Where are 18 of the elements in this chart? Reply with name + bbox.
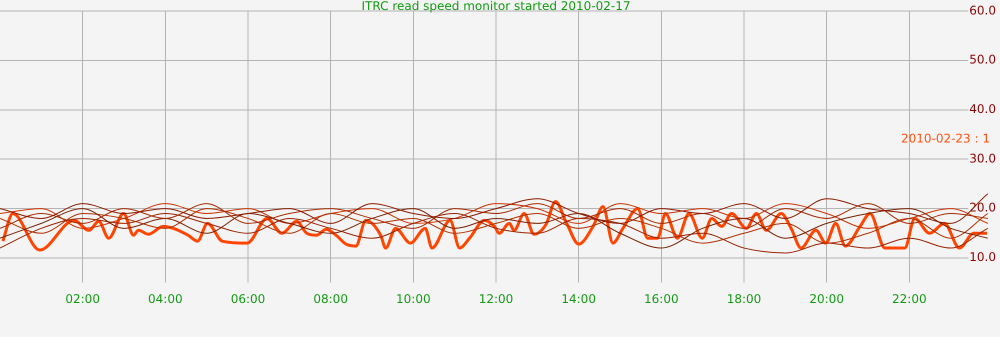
annotation: 2010-02-23 : 1 [900, 132, 990, 146]
x-tick-label: 22:00 [892, 292, 927, 306]
x-tick-label: 12:00 [478, 292, 514, 306]
x-tick-label: 06:00 [230, 292, 266, 306]
x-tick-label: 20:00 [809, 292, 844, 306]
y-tick-label: 40.0 [969, 102, 996, 116]
y-tick-label: 60.0 [969, 3, 996, 18]
x-tick-label: 04:00 [148, 292, 183, 306]
y-tick-label: 10.0 [969, 250, 996, 264]
y-tick-label: 50.0 [969, 52, 996, 67]
x-tick-label: 14:00 [561, 292, 596, 306]
x-tick-label: 16:00 [644, 292, 679, 306]
x-tick-label: 18:00 [726, 292, 762, 306]
x-tick-label: 02:00 [65, 292, 100, 306]
y-tick-label: 30.0 [969, 151, 996, 166]
x-tick-label: 10:00 [396, 292, 431, 306]
x-tick-label: 08:00 [313, 292, 348, 306]
chart-title: ITRC read speed monitor started 2010-02-17 [362, 0, 630, 14]
